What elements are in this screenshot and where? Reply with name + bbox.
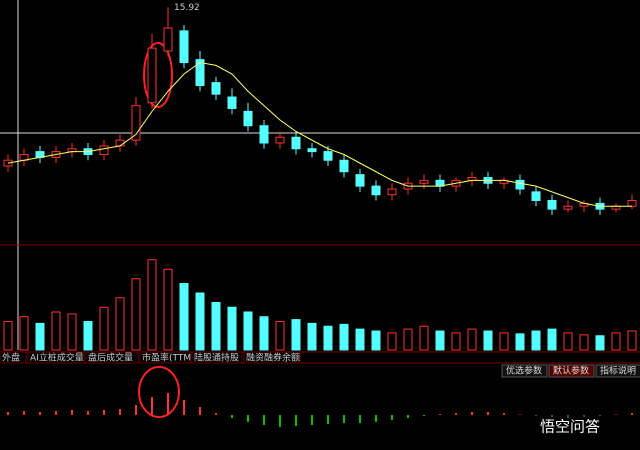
button[interactable] xyxy=(548,364,595,378)
volume-bar xyxy=(51,311,61,351)
volume-bar xyxy=(547,328,557,351)
tab-label: 市盈率(TTM) xyxy=(142,352,195,364)
button-label: 优选参数 xyxy=(506,365,542,377)
volume-bar xyxy=(515,333,525,351)
volume-bar xyxy=(179,283,189,351)
volume-bar xyxy=(227,306,237,351)
watermark: 悟空问答 xyxy=(540,418,600,436)
candle-body xyxy=(147,47,157,104)
volume-bar xyxy=(403,328,413,351)
volume-bar xyxy=(451,332,461,351)
volume-bar xyxy=(499,332,509,351)
tab[interactable] xyxy=(191,351,243,364)
candle-body xyxy=(163,27,173,52)
candle-body xyxy=(419,179,429,184)
volume-bar xyxy=(259,316,269,351)
candle-body xyxy=(227,96,237,109)
candle-body xyxy=(323,151,333,161)
volume-bar xyxy=(211,302,221,351)
candle-body xyxy=(179,30,189,63)
candle-body xyxy=(307,148,317,153)
tab[interactable] xyxy=(27,351,85,364)
candle-body xyxy=(627,200,637,207)
highlight-circle xyxy=(138,366,180,418)
volume-bar xyxy=(291,319,301,351)
tab[interactable] xyxy=(0,351,27,364)
volume-bar xyxy=(339,323,349,351)
volume-bar xyxy=(195,292,205,351)
volume-bar xyxy=(355,328,365,351)
volume-bar xyxy=(83,321,93,351)
tab[interactable] xyxy=(243,351,301,364)
volume-bar xyxy=(99,306,109,351)
button-label: 默认参数 xyxy=(553,365,589,377)
candle-body xyxy=(131,105,141,141)
volume-bar xyxy=(67,313,77,351)
volume-bar xyxy=(627,330,637,351)
candle-body xyxy=(355,174,365,187)
tab-label: 外盘 xyxy=(2,352,20,364)
ma-line xyxy=(7,61,632,207)
candle-body xyxy=(515,179,525,190)
volume-bar xyxy=(467,328,477,351)
volume-bar xyxy=(419,325,429,351)
button-label: 指标说明 xyxy=(600,365,636,377)
tab[interactable] xyxy=(139,351,191,364)
candle-body xyxy=(339,159,349,173)
candle-body xyxy=(547,200,557,210)
tab-bar: 外盘 AI立桩成交量 盘后成交量 市盈率(TTM) 陆股通持股 融资融券余额 xyxy=(0,351,301,364)
volume-bar xyxy=(35,322,45,351)
volume-bar xyxy=(371,330,381,351)
candle-body xyxy=(243,110,253,127)
volume-bar xyxy=(563,332,573,351)
volume-bar xyxy=(19,316,29,351)
volume-bar xyxy=(275,321,285,351)
candle-body xyxy=(211,82,221,95)
tab-label: 陆股通持股 xyxy=(194,352,239,364)
volume-bar xyxy=(243,311,253,351)
tab-label: 盘后成交量 xyxy=(88,352,133,364)
candle-body xyxy=(563,205,573,210)
volume-bar xyxy=(483,330,493,351)
tab-label: AI立桩成交量 xyxy=(30,352,84,364)
volume-bar xyxy=(307,322,317,351)
volume-bar xyxy=(131,278,141,351)
button[interactable] xyxy=(501,364,548,378)
volume-bar xyxy=(323,325,333,351)
volume-bar xyxy=(579,334,589,351)
volume-bar xyxy=(595,335,605,351)
candle-body xyxy=(387,188,397,196)
tab[interactable] xyxy=(85,351,139,364)
volume-bar xyxy=(387,332,397,351)
volume-bar xyxy=(163,268,173,351)
high-label: 15.92 xyxy=(174,3,200,13)
candle-body xyxy=(259,125,269,144)
highlight-circle xyxy=(143,42,173,108)
candle-body xyxy=(195,59,205,86)
volume-bar xyxy=(115,297,125,351)
button-bar: 优选参数 默认参数 指标说明 xyxy=(501,364,640,378)
watermark-bg xyxy=(505,413,635,441)
volume-bar xyxy=(3,321,13,351)
candle-body xyxy=(291,136,301,150)
candle-body xyxy=(371,185,381,196)
candle-body xyxy=(275,136,285,144)
candle-body xyxy=(115,139,125,147)
button[interactable] xyxy=(595,364,640,378)
volume-bar xyxy=(531,330,541,351)
candle-body xyxy=(531,191,541,201)
tab-label: 融资融券余额 xyxy=(246,352,300,364)
volume-bar xyxy=(435,330,445,351)
candle-body xyxy=(99,145,109,155)
volume-bar xyxy=(611,332,621,351)
volume-bar xyxy=(147,259,157,351)
